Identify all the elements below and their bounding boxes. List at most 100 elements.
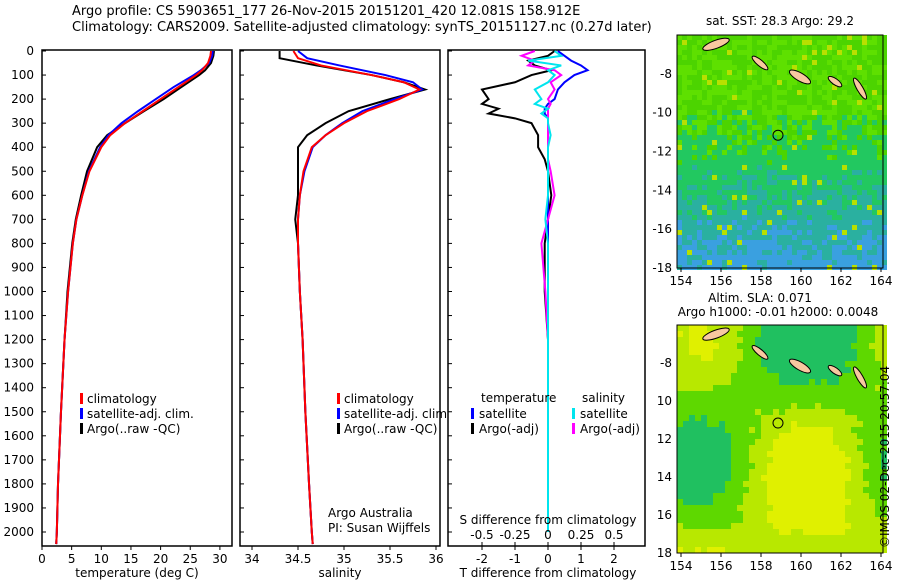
- map-cell: [872, 250, 877, 255]
- map-cell: [872, 180, 877, 185]
- map-cell: [737, 361, 743, 367]
- map-cell: [833, 523, 839, 529]
- map-cell: [727, 115, 732, 120]
- map-cell: [863, 403, 869, 409]
- map-cell: [752, 260, 757, 265]
- map-cell: [772, 160, 777, 165]
- map-cell: [817, 155, 822, 160]
- map-cell: [822, 60, 827, 65]
- map-cell: [802, 185, 807, 190]
- map-cell: [832, 40, 837, 45]
- map-cell: [702, 205, 707, 210]
- map-cell: [773, 427, 779, 433]
- map-cell: [837, 215, 842, 220]
- map-cell: [727, 240, 732, 245]
- map-cell: [702, 90, 707, 95]
- map-cell: [767, 433, 773, 439]
- map-cell: [677, 155, 682, 160]
- map-cell: [807, 225, 812, 230]
- map-cell: [692, 230, 697, 235]
- map-cell: [695, 391, 701, 397]
- map-cell: [747, 95, 752, 100]
- map-cell: [697, 190, 702, 195]
- map-cell: [712, 125, 717, 130]
- map-cell: [772, 215, 777, 220]
- map-cell: [845, 529, 851, 535]
- map-cell: [717, 50, 722, 55]
- map-cell: [827, 235, 832, 240]
- map-cell: [857, 235, 862, 240]
- map-cell: [802, 50, 807, 55]
- map-cell: [752, 95, 757, 100]
- map-cell: [812, 55, 817, 60]
- map-cell: [707, 115, 712, 120]
- map-cell: [742, 95, 747, 100]
- map-cell: [767, 487, 773, 493]
- map-cell: [839, 397, 845, 403]
- map-cell: [737, 210, 742, 215]
- map-cell: [875, 475, 881, 481]
- map-cell: [731, 367, 737, 373]
- map-cell: [827, 180, 832, 185]
- map-cell: [743, 511, 749, 517]
- map-cell: [812, 135, 817, 140]
- map-cell: [677, 80, 682, 85]
- map-cell: [832, 130, 837, 135]
- map-cell: [722, 70, 727, 75]
- map-cell: [767, 40, 772, 45]
- s-satellite-diff-line: [528, 50, 564, 532]
- map-cell: [851, 463, 857, 469]
- map-cell: [747, 65, 752, 70]
- map-cell: [862, 250, 867, 255]
- map-cell: [882, 65, 887, 70]
- map-cell: [833, 547, 839, 553]
- map-cell: [839, 331, 845, 337]
- map-cell: [797, 475, 803, 481]
- map-cell: [772, 170, 777, 175]
- map-cell: [747, 140, 752, 145]
- map-cell: [845, 547, 851, 553]
- map-cell: [761, 367, 767, 373]
- map-cell: [852, 120, 857, 125]
- map-cell: [797, 45, 802, 50]
- map-cell: [743, 445, 749, 451]
- map-cell: [797, 90, 802, 95]
- map-cell: [701, 463, 707, 469]
- map-cell: [817, 95, 822, 100]
- map-cell: [787, 40, 792, 45]
- map-cell: [862, 45, 867, 50]
- map-cell: [743, 451, 749, 457]
- map-cell: [773, 445, 779, 451]
- map-cell: [689, 325, 695, 331]
- map-cell: [787, 75, 792, 80]
- map-cell: [743, 379, 749, 385]
- map-cell: [732, 50, 737, 55]
- map-cell: [877, 50, 882, 55]
- map-cell: [722, 35, 727, 40]
- map-cell: [875, 367, 881, 373]
- map-cell: [692, 160, 697, 165]
- map-cell: [737, 463, 743, 469]
- map-cell: [732, 45, 737, 50]
- map-cell: [732, 220, 737, 225]
- map-cell: [821, 373, 827, 379]
- map-cell: [697, 95, 702, 100]
- map-cell: [687, 225, 692, 230]
- map-cell: [737, 135, 742, 140]
- map-cell: [797, 120, 802, 125]
- map-cell: [857, 433, 863, 439]
- map-cell: [683, 517, 689, 523]
- map-cell: [877, 195, 882, 200]
- map-cell: [682, 250, 687, 255]
- map-cell: [852, 150, 857, 155]
- map-cell: [707, 110, 712, 115]
- map-cell: [773, 487, 779, 493]
- legend-swatch: [471, 423, 474, 434]
- map-cell: [815, 349, 821, 355]
- map-cell: [677, 391, 683, 397]
- map-cell: [797, 100, 802, 105]
- map-cell: [742, 125, 747, 130]
- map-cell: [772, 45, 777, 50]
- map-cell: [857, 215, 862, 220]
- plot-frame: [239, 49, 441, 547]
